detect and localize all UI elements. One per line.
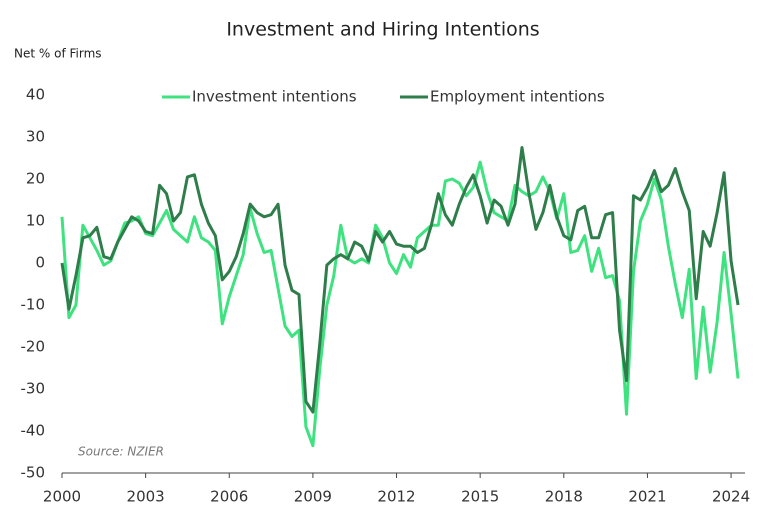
x-tick-label: 2009 <box>294 488 332 506</box>
y-tick-label: 20 <box>26 170 45 188</box>
x-tick-label: 2012 <box>377 488 415 506</box>
x-tick-label: 2003 <box>127 488 165 506</box>
y-tick-label: 0 <box>35 254 45 272</box>
series-line <box>60 146 740 414</box>
y-tick-label: 30 <box>26 128 45 146</box>
y-tick-label: -10 <box>21 296 46 314</box>
y-tick-label: -30 <box>21 380 46 398</box>
y-tick-label: 40 <box>26 86 45 104</box>
x-tick-label: 2021 <box>628 488 666 506</box>
x-tick-label: 2018 <box>545 488 583 506</box>
y-tick-label: 10 <box>26 212 45 230</box>
series-line <box>60 160 740 448</box>
x-tick-label: 2006 <box>210 488 248 506</box>
legend-label: Employment intentions <box>430 88 605 106</box>
x-tick-label: 2000 <box>43 488 81 506</box>
legend-label: Investment intentions <box>192 88 357 106</box>
annotation: Source: NZIER <box>78 445 164 459</box>
x-tick-label: 2024 <box>712 488 750 506</box>
x-tick-label: 2015 <box>461 488 499 506</box>
y-tick-label: -50 <box>21 464 46 482</box>
y-tick-label: -40 <box>21 422 46 440</box>
y-axis-label: Net % of Firms <box>14 47 102 61</box>
chart-title: Investment and Hiring Intentions <box>226 19 539 41</box>
y-tick-label: -20 <box>21 338 46 356</box>
